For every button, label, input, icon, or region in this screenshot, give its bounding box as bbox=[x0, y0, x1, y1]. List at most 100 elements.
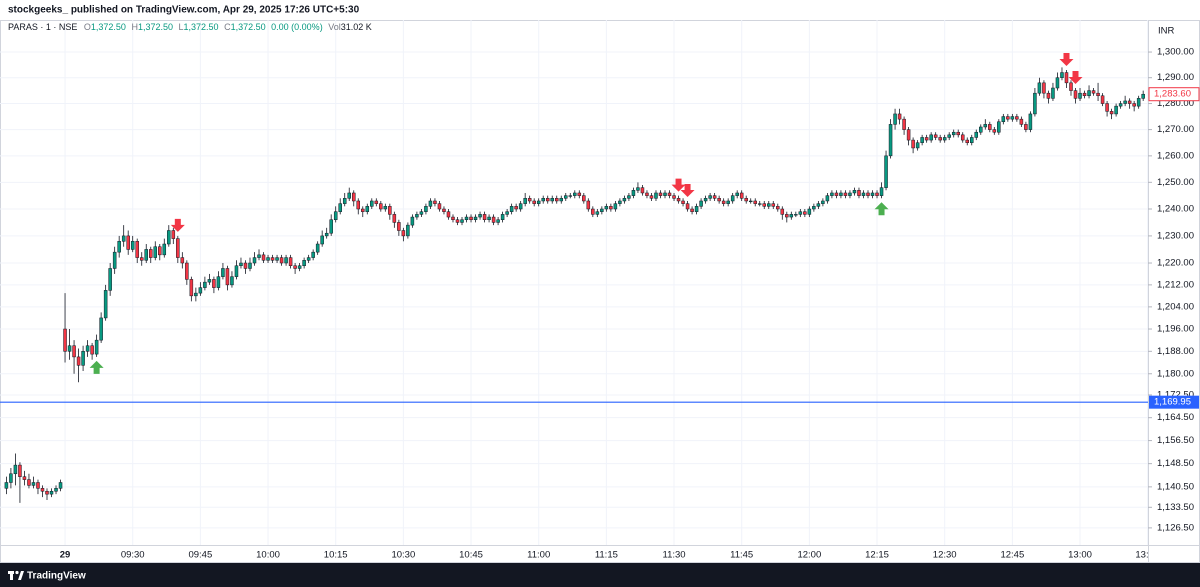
candle-body bbox=[554, 198, 559, 202]
candle-body bbox=[392, 214, 397, 223]
y-tick-label: 1,300.00 bbox=[1157, 47, 1194, 58]
candle-body bbox=[1100, 95, 1105, 104]
candle-body bbox=[239, 262, 243, 266]
candle-body bbox=[410, 216, 415, 226]
candle-body bbox=[1055, 77, 1060, 89]
ohlc-value: 1,372.50 bbox=[91, 22, 126, 32]
candle-body bbox=[293, 265, 297, 269]
candle-body bbox=[843, 192, 848, 196]
candle-body bbox=[27, 479, 31, 486]
candle-body bbox=[261, 254, 266, 261]
candle-body bbox=[997, 121, 1001, 133]
x-tick-label: 29 bbox=[60, 550, 71, 561]
candle-body bbox=[388, 206, 392, 215]
candle-body bbox=[297, 265, 302, 269]
candle-body bbox=[424, 206, 428, 212]
candle-body bbox=[225, 268, 230, 286]
ohlc-key: H bbox=[131, 22, 138, 32]
candle-body bbox=[54, 488, 58, 492]
candle-body bbox=[315, 243, 320, 253]
candle-body bbox=[663, 192, 667, 196]
candle-body bbox=[76, 356, 81, 366]
candle-body bbox=[478, 214, 482, 218]
candle-body bbox=[189, 279, 194, 297]
y-tick-label: 1,240.00 bbox=[1157, 204, 1194, 215]
x-tick-label: 11:15 bbox=[595, 550, 618, 561]
candle-body bbox=[266, 257, 270, 261]
candle-body bbox=[974, 131, 979, 138]
candle-body bbox=[288, 257, 293, 266]
candle-body bbox=[324, 232, 329, 237]
x-tick-label: 09:30 bbox=[121, 550, 145, 561]
candle-body bbox=[144, 249, 148, 261]
candle-body bbox=[257, 254, 261, 258]
candle-body bbox=[1078, 92, 1082, 99]
candle-body bbox=[721, 200, 726, 204]
candle-body bbox=[130, 241, 135, 250]
candle-body bbox=[1051, 87, 1055, 99]
candle-body bbox=[67, 345, 72, 352]
candle-body bbox=[645, 192, 649, 196]
candle-body bbox=[911, 139, 915, 149]
sell-signal bbox=[1068, 71, 1083, 85]
candle-body bbox=[839, 192, 843, 196]
candle-body bbox=[167, 230, 171, 245]
candle-body bbox=[112, 251, 117, 269]
candle-body bbox=[825, 195, 830, 202]
y-tick-label: 1,212.00 bbox=[1157, 279, 1194, 290]
candle-body bbox=[279, 257, 284, 264]
candle-body bbox=[685, 203, 690, 210]
candle-body bbox=[712, 195, 717, 199]
candle-body bbox=[442, 208, 446, 212]
y-tick-label: 1,140.50 bbox=[1157, 481, 1194, 492]
candle-body bbox=[505, 211, 509, 215]
candles bbox=[0, 52, 1148, 503]
candle-body bbox=[785, 214, 789, 218]
candle-body bbox=[523, 198, 527, 204]
candle-body bbox=[90, 345, 94, 355]
candle-body bbox=[162, 243, 167, 256]
candle-body bbox=[1042, 82, 1046, 94]
candle-body bbox=[31, 482, 36, 486]
candle-body bbox=[347, 192, 351, 199]
candle-body bbox=[198, 287, 203, 294]
candle-body bbox=[338, 203, 342, 212]
candle-body bbox=[929, 134, 933, 141]
sell-signal bbox=[671, 178, 686, 192]
candle-body bbox=[902, 118, 906, 130]
candle-body bbox=[94, 339, 99, 355]
candle-body bbox=[333, 211, 338, 220]
y-tick-label: 1,290.00 bbox=[1157, 72, 1194, 83]
hline-label: 1,169.95 bbox=[1154, 397, 1191, 408]
y-tick-label: 1,133.50 bbox=[1157, 502, 1194, 513]
candle-body bbox=[866, 192, 870, 196]
candle-body bbox=[956, 131, 960, 136]
x-tick-label: 10:00 bbox=[256, 550, 280, 561]
candle-body bbox=[1024, 124, 1028, 130]
candle-body bbox=[401, 230, 406, 237]
candle-body bbox=[311, 251, 315, 258]
candle-body bbox=[216, 276, 221, 288]
ohlc-value: 1,372.50 bbox=[138, 22, 173, 32]
x-tick-label: 10:30 bbox=[391, 550, 415, 561]
x-tick-label: 13:00 bbox=[1068, 550, 1092, 561]
candle-body bbox=[992, 129, 997, 133]
candle-body bbox=[1123, 100, 1127, 104]
x-tick-label: 11:30 bbox=[662, 550, 685, 561]
candle-body bbox=[49, 490, 54, 495]
candle-body bbox=[1118, 103, 1123, 107]
candle-body bbox=[275, 257, 279, 261]
candle-body bbox=[884, 155, 888, 188]
candle-body bbox=[230, 276, 234, 286]
candle-body bbox=[139, 257, 144, 261]
hline-label-box bbox=[1149, 395, 1199, 409]
candle-body bbox=[830, 192, 834, 196]
candle-body bbox=[351, 192, 356, 202]
candle-body bbox=[496, 219, 500, 223]
change: 0.00 (0.00%) bbox=[271, 22, 323, 32]
candle-body bbox=[342, 198, 347, 204]
x-tick-label: 12:45 bbox=[1000, 550, 1024, 561]
candle-body bbox=[821, 200, 825, 204]
candle-body bbox=[4, 482, 9, 489]
candle-body bbox=[536, 200, 541, 204]
